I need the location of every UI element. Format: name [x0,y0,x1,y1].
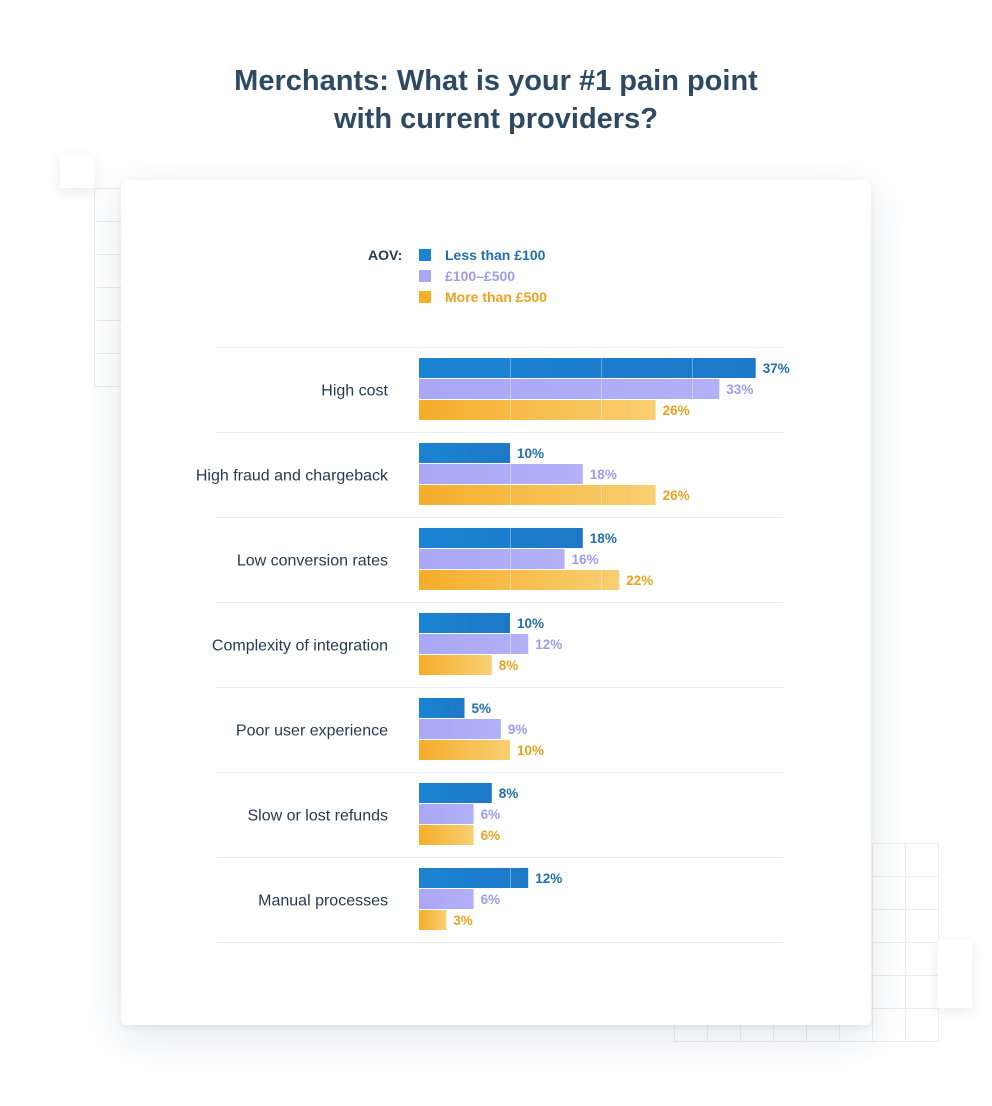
value-label-poor-user-experience-more-than-500: 10% [517,743,544,758]
bar-chart: 37% 33% 26% 10% 18% 26% 18% 16% 22% 10% 12% 8% 5% 9% 1… [196,347,790,943]
bar-high-cost-more-than-500 [419,400,656,420]
decorative-square-top-left [60,155,94,188]
gridlines [510,358,693,930]
category-label-poor-user-experience: Poor user experience [236,723,388,740]
bar-manual-processes-less-than-100 [419,868,529,888]
value-label-complexity-of-integration-100-500: 12% [535,637,562,652]
bar-slow-or-lost-refunds-less-than-100 [419,783,492,803]
value-label-high-fraud-and-chargeback-100-500: 18% [590,467,617,482]
category-label-high-cost: High cost [321,383,388,400]
value-label-high-cost-100-500: 33% [726,382,753,397]
bar-manual-processes-more-than-500 [419,910,447,930]
bars [419,358,756,930]
value-label-complexity-of-integration-less-than-100: 10% [517,616,544,631]
legend-label-more-than-500: More than £500 [445,289,547,305]
category-label-manual-processes: Manual processes [258,893,388,910]
value-label-low-conversion-rates-100-500: 16% [572,552,599,567]
value-label-low-conversion-rates-more-than-500: 22% [626,573,653,588]
legend-swatch-more-than-500 [419,291,431,303]
bar-slow-or-lost-refunds-100-500 [419,804,474,824]
value-label-manual-processes-100-500: 6% [481,892,501,907]
chart-card: AOV: Less than £100 £100–£500 More than … [121,180,871,1025]
value-label-complexity-of-integration-more-than-500: 8% [499,658,519,673]
bar-manual-processes-100-500 [419,889,474,909]
value-label-high-fraud-and-chargeback-less-than-100: 10% [517,446,544,461]
chart-title-line-1: Merchants: What is your #1 pain point [234,65,758,97]
bar-low-conversion-rates-less-than-100 [419,528,583,548]
value-label-low-conversion-rates-less-than-100: 18% [590,531,617,546]
bar-poor-user-experience-100-500 [419,719,501,739]
value-label-poor-user-experience-100-500: 9% [508,722,528,737]
value-label-manual-processes-less-than-100: 12% [535,871,562,886]
decorative-square-bottom-right [938,940,972,1008]
value-label-poor-user-experience-less-than-100: 5% [472,701,492,716]
category-label-low-conversion-rates: Low conversion rates [237,553,388,570]
chart-title-line-2: with current providers? [334,103,658,135]
legend-swatch-100-500 [419,270,431,282]
bar-high-fraud-and-chargeback-more-than-500 [419,485,656,505]
category-labels: High cost High fraud and chargeback Low co… [196,383,389,910]
bar-high-cost-less-than-100 [419,358,756,378]
bar-low-conversion-rates-100-500 [419,549,565,569]
bar-low-conversion-rates-more-than-500 [419,570,620,590]
chart-title: Merchants: What is your #1 pain point wi… [0,62,992,138]
category-label-slow-or-lost-refunds: Slow or lost refunds [247,808,388,825]
category-label-high-fraud-and-chargeback: High fraud and chargeback [196,468,389,485]
legend-label-less-than-100: Less than £100 [445,247,546,263]
bar-complexity-of-integration-more-than-500 [419,655,492,675]
legend-label-100-500: £100–£500 [445,268,516,284]
value-label-high-fraud-and-chargeback-more-than-500: 26% [663,488,690,503]
bar-high-cost-100-500 [419,379,720,399]
category-label-complexity-of-integration: Complexity of integration [212,638,388,655]
legend-swatch-less-than-100 [419,249,431,261]
bar-complexity-of-integration-100-500 [419,634,529,654]
bar-poor-user-experience-more-than-500 [419,740,510,760]
value-label-slow-or-lost-refunds-less-than-100: 8% [499,786,519,801]
bar-slow-or-lost-refunds-more-than-500 [419,825,474,845]
bar-high-fraud-and-chargeback-less-than-100 [419,443,510,463]
value-label-slow-or-lost-refunds-more-than-500: 6% [481,828,501,843]
value-labels: 37% 33% 26% 10% 18% 26% 18% 16% 22% 10% 12% 8% 5% 9% 1… [453,361,789,928]
bar-poor-user-experience-less-than-100 [419,698,465,718]
value-label-slow-or-lost-refunds-100-500: 6% [481,807,501,822]
value-label-high-cost-less-than-100: 37% [763,361,790,376]
bar-complexity-of-integration-less-than-100 [419,613,510,633]
value-label-manual-processes-more-than-500: 3% [453,913,473,928]
bar-high-fraud-and-chargeback-100-500 [419,464,583,484]
legend-title: AOV: [368,247,403,263]
value-label-high-cost-more-than-500: 26% [663,403,690,418]
